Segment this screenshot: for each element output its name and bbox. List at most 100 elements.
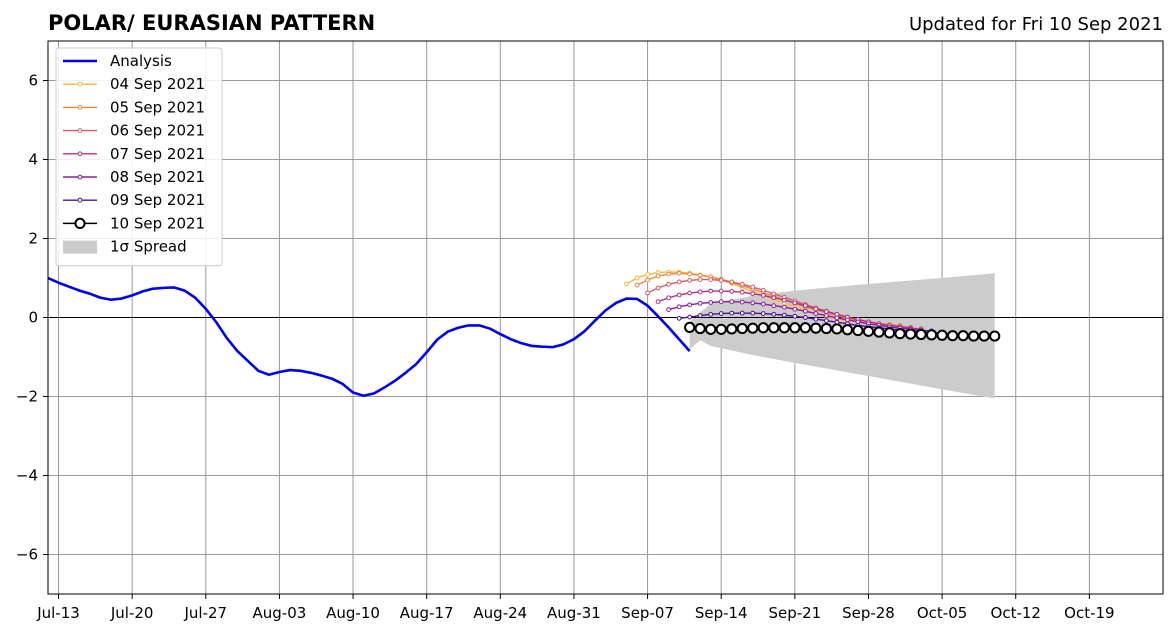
plot-area [47, 40, 1164, 595]
series-point [624, 281, 629, 287]
series-point [697, 289, 703, 295]
series-point [760, 292, 766, 298]
y-tick-label: 6 [28, 72, 38, 90]
y-tick-label: 4 [28, 151, 38, 169]
series-point [820, 322, 832, 335]
series-point [655, 285, 661, 291]
legend-marker [77, 81, 83, 87]
series-point [813, 311, 819, 316]
legend-label: Analysis [110, 52, 172, 70]
series-point [666, 295, 672, 301]
series-point [823, 309, 829, 314]
series-point [634, 282, 640, 288]
x-tick-label: Aug-24 [473, 604, 527, 622]
series-point [978, 330, 990, 342]
series-point [729, 279, 735, 285]
series-point [841, 324, 854, 336]
series-point [666, 307, 672, 313]
series-point [708, 277, 714, 282]
series-point [739, 299, 745, 305]
series-point [697, 272, 703, 278]
series-point [729, 289, 735, 294]
legend-label: 06 Sep 2021 [110, 122, 205, 140]
y-tick-label: 0 [28, 309, 38, 327]
series-point [747, 322, 759, 334]
series-point [687, 277, 693, 283]
legend: Analysis 04 Sep 2021 05 Sep 2021 06 Sep 202… [55, 47, 223, 267]
series-point [831, 323, 843, 335]
series-point [687, 302, 693, 308]
series-point [739, 289, 745, 295]
series-point [697, 300, 703, 306]
series-point [799, 322, 811, 334]
series-point [697, 313, 703, 318]
series-point [771, 303, 777, 309]
series-point [694, 322, 706, 335]
series-point [989, 330, 1001, 342]
series-point [823, 313, 829, 318]
series-point [845, 317, 850, 323]
series-point [802, 315, 808, 320]
x-tick-label: Oct-05 [917, 604, 967, 622]
x-tick-label: Aug-10 [326, 604, 380, 622]
series-point [708, 311, 714, 317]
series-point [739, 310, 745, 316]
series-point [645, 290, 650, 296]
series-point [904, 328, 917, 340]
series-point [813, 316, 819, 322]
series-point [883, 327, 896, 339]
series-point [718, 311, 724, 316]
series-point [781, 304, 787, 310]
series-point [676, 279, 682, 285]
series-point [757, 322, 769, 334]
series-point [697, 277, 703, 282]
x-tick-label: Aug-03 [253, 604, 307, 622]
series-point [645, 277, 650, 283]
x-tick-label: Jul-20 [110, 604, 154, 622]
legend-marker [77, 151, 83, 157]
series-point [810, 322, 822, 334]
series-point [834, 315, 840, 321]
x-tick-label: Sep-28 [842, 604, 895, 622]
legend-marker [77, 105, 83, 110]
series-point [750, 300, 756, 306]
series-point [687, 271, 693, 277]
series-point [687, 290, 693, 296]
x-tick-label: Oct-12 [991, 604, 1041, 622]
series-point [802, 308, 808, 314]
x-tick-label: Aug-31 [547, 604, 601, 622]
y-tick-label: 2 [28, 230, 38, 248]
legend-marker [77, 197, 83, 203]
y-axis: 6 4 2 0 −2 −4 −6 [16, 72, 48, 564]
series-point [760, 301, 766, 307]
series-point [750, 284, 756, 290]
series-point [925, 329, 938, 341]
series-point [676, 315, 682, 321]
series-point [676, 270, 682, 276]
series-point [813, 306, 819, 312]
series-point [750, 291, 756, 297]
legend-marker [77, 128, 83, 134]
y-tick-label: −6 [16, 546, 38, 564]
series-point [729, 310, 735, 316]
series-point [760, 287, 766, 293]
series-point [666, 271, 672, 277]
analysis-line [47, 276, 691, 398]
series-point [873, 326, 885, 338]
series-point [760, 311, 766, 316]
legend-swatch [63, 240, 97, 254]
x-tick-label: Jul-13 [36, 604, 80, 622]
series-point [852, 324, 864, 337]
series-point [676, 304, 682, 310]
x-tick-label: Aug-17 [400, 604, 454, 622]
series-point [936, 329, 948, 341]
legend-label: 1σ Spread [110, 238, 187, 256]
series-point [687, 314, 693, 320]
x-tick-label: Jul-27 [183, 604, 227, 622]
series-point [708, 288, 714, 294]
legend-box [55, 47, 223, 267]
series-point [947, 330, 959, 342]
series-point [768, 322, 780, 334]
series-point [802, 303, 808, 309]
